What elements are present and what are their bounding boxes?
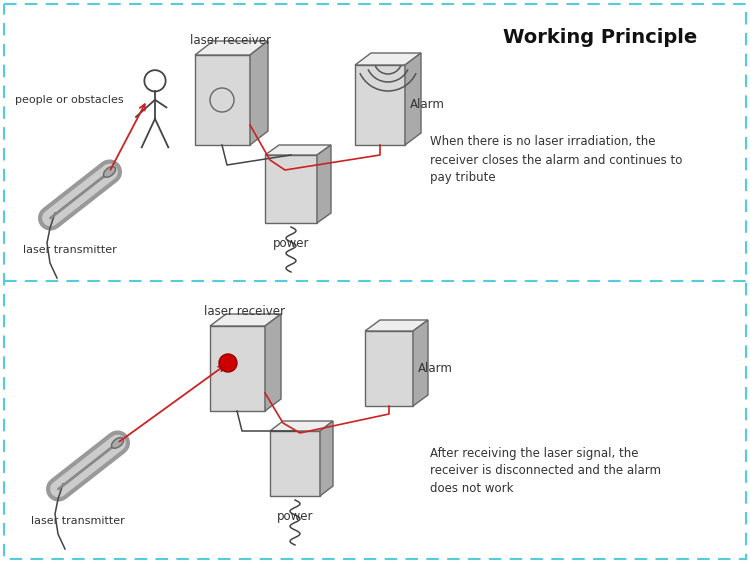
Polygon shape xyxy=(405,53,421,145)
Text: people or obstacles: people or obstacles xyxy=(15,95,124,105)
Ellipse shape xyxy=(112,437,124,448)
Polygon shape xyxy=(265,314,281,411)
Polygon shape xyxy=(195,41,268,55)
Text: After receiving the laser signal, the
receiver is disconnected and the alarm
doe: After receiving the laser signal, the re… xyxy=(430,446,661,495)
Polygon shape xyxy=(365,331,413,406)
Polygon shape xyxy=(265,145,331,155)
Text: Working Principle: Working Principle xyxy=(503,28,698,47)
Polygon shape xyxy=(355,53,421,65)
Polygon shape xyxy=(270,421,333,431)
Circle shape xyxy=(219,354,237,372)
Polygon shape xyxy=(210,326,265,411)
Ellipse shape xyxy=(104,167,116,177)
Text: When there is no laser irradiation, the
receiver closes the alarm and continues : When there is no laser irradiation, the … xyxy=(430,136,682,185)
Polygon shape xyxy=(320,421,333,496)
Polygon shape xyxy=(413,320,428,406)
Polygon shape xyxy=(355,65,405,145)
Polygon shape xyxy=(250,41,268,145)
Text: laser receiver: laser receiver xyxy=(205,305,286,318)
Polygon shape xyxy=(365,320,428,331)
Polygon shape xyxy=(270,431,320,496)
Polygon shape xyxy=(210,314,281,326)
Text: Alarm: Alarm xyxy=(410,99,445,111)
Text: laser receiver: laser receiver xyxy=(190,34,272,47)
Polygon shape xyxy=(265,155,317,223)
Text: power: power xyxy=(273,237,309,250)
Text: Alarm: Alarm xyxy=(418,361,453,374)
Text: power: power xyxy=(277,510,314,523)
Text: laser transmitter: laser transmitter xyxy=(23,245,117,255)
Text: laser transmitter: laser transmitter xyxy=(31,516,124,526)
Polygon shape xyxy=(317,145,331,223)
Polygon shape xyxy=(195,55,250,145)
